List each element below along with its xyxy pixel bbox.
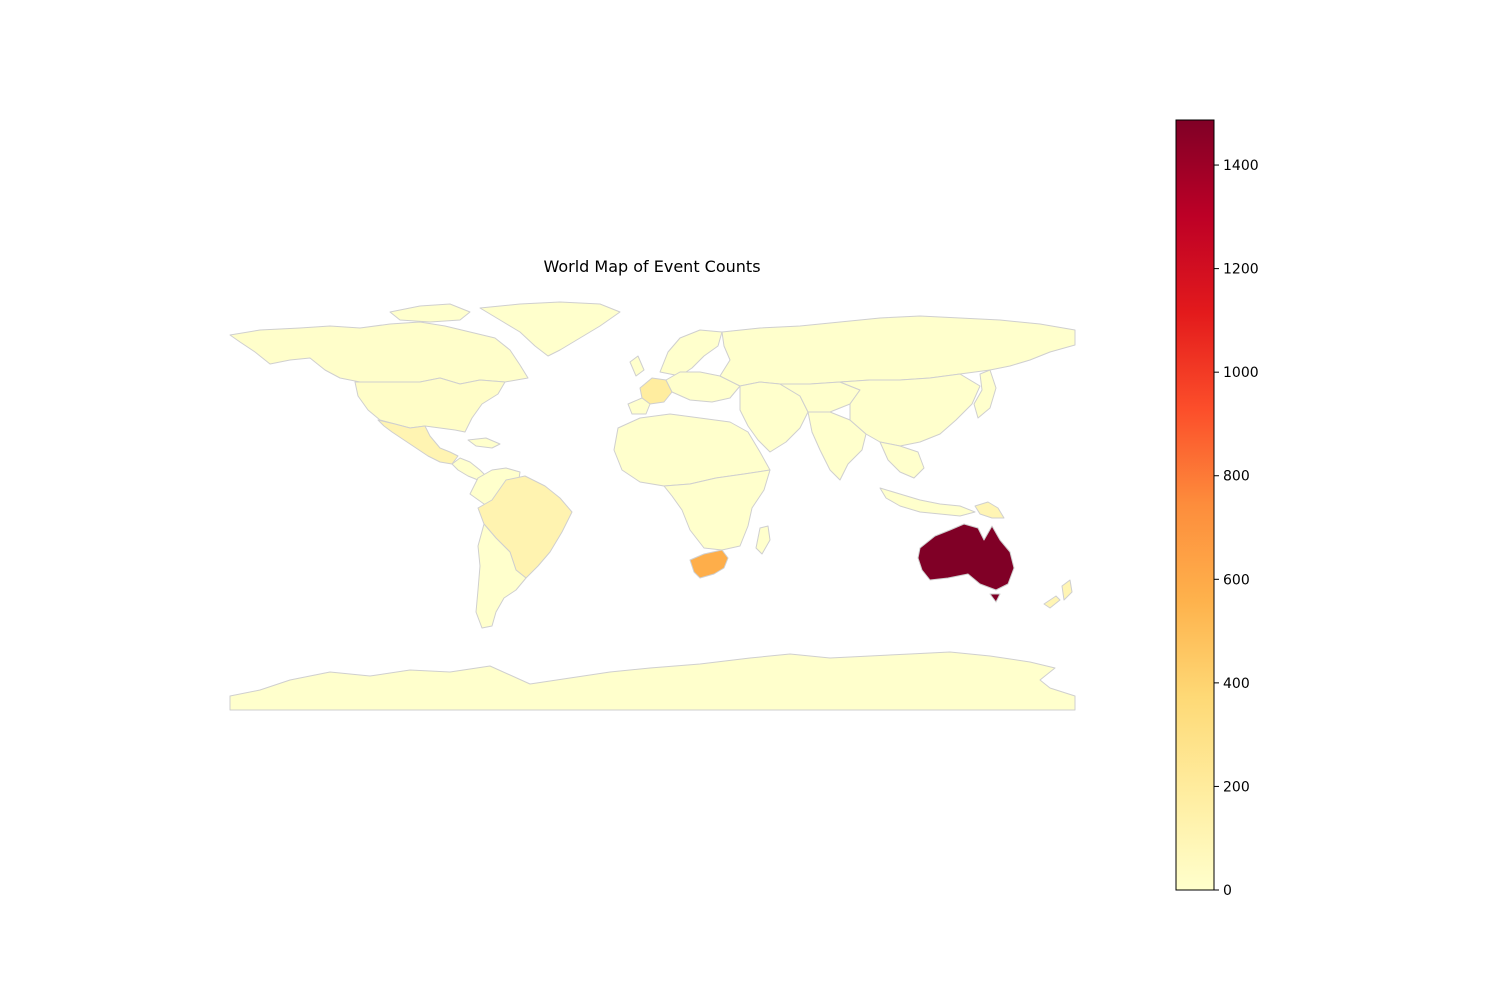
region-russia (719, 315, 1076, 387)
country-australia-tasmania (989, 593, 1001, 603)
map-land (229, 301, 1076, 711)
colorbar-tick-label: 400 (1223, 676, 1250, 692)
colorbar-ticks: 0 200 400 600 800 1000 1200 1400 (1214, 158, 1259, 899)
region-iberia (627, 397, 651, 415)
region-indonesia (879, 487, 976, 517)
colorbar-tick-label: 800 (1223, 469, 1250, 485)
colorbar: 0 200 400 600 800 1000 1200 1400 (1175, 119, 1259, 899)
colorbar-tick-label: 0 (1223, 883, 1232, 899)
region-south-asia (807, 411, 867, 481)
country-papua-new-guinea (974, 501, 1005, 519)
country-new-zealand (1043, 579, 1073, 609)
region-scandinavia (659, 329, 723, 377)
region-british-isles (629, 355, 645, 377)
region-east-asia (839, 373, 981, 447)
country-australia (917, 523, 1015, 591)
country-south-africa (689, 549, 729, 579)
colorbar-tick-label: 600 (1223, 572, 1250, 588)
country-usa (354, 377, 506, 433)
region-southeast-asia (879, 441, 925, 479)
region-central-africa (663, 469, 771, 551)
region-central-europe (665, 371, 741, 403)
region-japan (973, 369, 997, 419)
colorbar-tick-label: 200 (1223, 779, 1250, 795)
colorbar-tick-label: 1400 (1223, 158, 1259, 174)
colorbar-tick-label: 1000 (1223, 365, 1259, 381)
country-greenland (479, 301, 621, 357)
country-mexico (377, 419, 459, 465)
region-antarctica (229, 651, 1076, 711)
map-title: World Map of Event Counts (543, 257, 760, 276)
colorbar-tick-label: 1200 (1223, 262, 1259, 278)
country-canada (229, 321, 529, 385)
region-middle-east (739, 381, 809, 453)
colorbar-gradient (1175, 119, 1215, 891)
region-caribbean (467, 437, 501, 449)
country-brazil (477, 475, 573, 579)
region-arctic-islands (389, 303, 471, 323)
region-southern-cone (475, 523, 527, 629)
region-madagascar (755, 525, 771, 555)
